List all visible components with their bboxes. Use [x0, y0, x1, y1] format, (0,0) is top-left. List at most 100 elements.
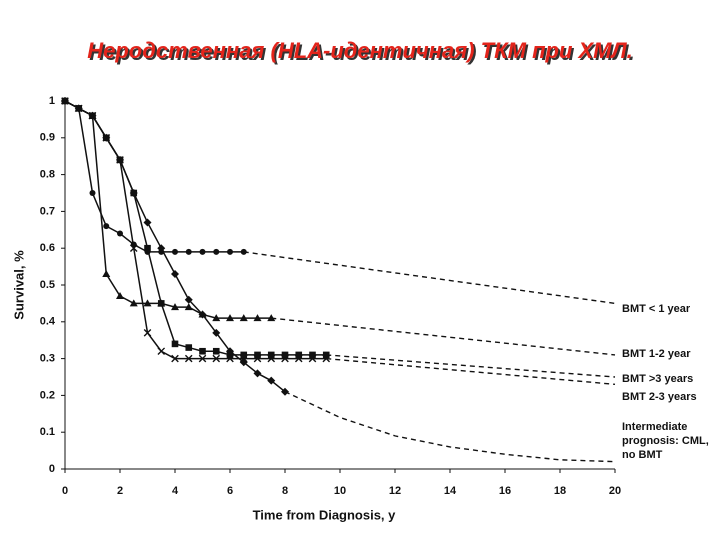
marker: [171, 269, 179, 278]
x-tick-label: 20: [609, 485, 621, 497]
marker: [199, 248, 206, 255]
marker: [129, 244, 138, 252]
marker: [226, 354, 234, 363]
marker: [171, 303, 179, 311]
marker: [102, 269, 111, 277]
marker: [143, 329, 152, 337]
marker: [184, 303, 193, 311]
series-label: BMT < 1 year: [622, 303, 691, 315]
y-tick-label: 1: [49, 95, 55, 107]
marker: [267, 376, 276, 385]
marker: [308, 354, 317, 363]
marker: [212, 347, 220, 355]
series-line: [64, 100, 286, 393]
series-label: BMT >3 years: [622, 373, 694, 385]
x-tick-label: 4: [172, 485, 179, 497]
marker: [213, 248, 220, 255]
y-tick-label: 0.6: [40, 242, 55, 254]
x-axis-label: Time from Diagnosis, y: [253, 507, 397, 522]
x-tick-label: 18: [554, 485, 566, 497]
y-tick-label: 0.5: [40, 279, 55, 291]
marker: [295, 351, 303, 359]
marker: [267, 351, 275, 359]
marker: [322, 354, 331, 363]
x-tick-label: 0: [62, 485, 68, 497]
y-tick-label: 0.7: [40, 205, 55, 217]
marker: [294, 354, 303, 363]
marker: [116, 292, 124, 300]
series-line: [64, 100, 272, 319]
marker: [184, 295, 193, 304]
x-tick-label: 14: [444, 485, 457, 497]
marker: [74, 104, 83, 113]
marker: [309, 351, 316, 359]
marker: [253, 369, 262, 378]
x-tick-label: 12: [389, 485, 401, 497]
marker: [240, 248, 247, 255]
marker: [129, 189, 138, 197]
y-tick-label: 0.3: [40, 353, 55, 365]
marker: [267, 354, 276, 363]
y-tick-label: 0.9: [40, 132, 55, 144]
marker: [226, 314, 234, 322]
marker: [102, 133, 111, 142]
marker: [212, 328, 221, 337]
marker: [144, 244, 151, 252]
marker: [157, 300, 165, 307]
series-label: BMT 2-3 years: [622, 391, 697, 403]
marker: [240, 351, 248, 359]
marker: [199, 347, 206, 355]
marker: [198, 354, 207, 363]
series-line: [64, 100, 244, 253]
marker: [322, 351, 330, 359]
marker: [212, 354, 221, 363]
marker: [172, 248, 178, 255]
marker: [171, 354, 179, 363]
projection-line: [284, 391, 616, 463]
marker: [239, 314, 248, 322]
marker: [212, 314, 221, 322]
marker: [184, 354, 193, 363]
marker: [185, 248, 192, 255]
series-label: BMT 1-2 year: [622, 348, 691, 360]
slide-title: Неродственная (HLA-идентичная) ТКМ при Х…: [87, 38, 633, 63]
marker: [129, 299, 138, 307]
y-tick-label: 0.8: [40, 169, 55, 181]
marker: [281, 351, 289, 359]
marker: [227, 248, 233, 255]
x-tick-label: 6: [227, 485, 233, 497]
x-tick-label: 10: [334, 485, 346, 497]
series-label: Intermediate prognosis: CML, no BMT: [622, 421, 709, 461]
projection-line: [326, 354, 616, 378]
marker: [171, 340, 179, 348]
marker: [88, 111, 97, 120]
marker: [267, 314, 276, 322]
marker: [239, 358, 248, 367]
marker: [253, 354, 262, 363]
projection-line: [243, 251, 616, 305]
marker: [103, 223, 110, 230]
marker: [117, 230, 123, 237]
y-tick-label: 0.4: [40, 316, 56, 328]
y-tick-label: 0.1: [40, 426, 55, 438]
marker: [157, 244, 166, 253]
x-tick-label: 8: [282, 485, 288, 497]
marker: [89, 190, 96, 196]
projection-line: [271, 317, 616, 356]
marker: [185, 344, 193, 351]
projection-line: [326, 357, 616, 386]
marker: [157, 347, 166, 356]
marker: [253, 314, 262, 322]
marker: [198, 310, 207, 319]
y-tick-label: 0.2: [40, 389, 55, 401]
marker: [61, 97, 69, 105]
marker: [254, 351, 261, 359]
x-tick-label: 16: [499, 485, 511, 497]
marker: [281, 387, 289, 396]
marker: [116, 155, 124, 164]
marker: [281, 354, 289, 363]
y-axis-label: Survival, %: [11, 250, 26, 320]
marker: [143, 299, 152, 307]
